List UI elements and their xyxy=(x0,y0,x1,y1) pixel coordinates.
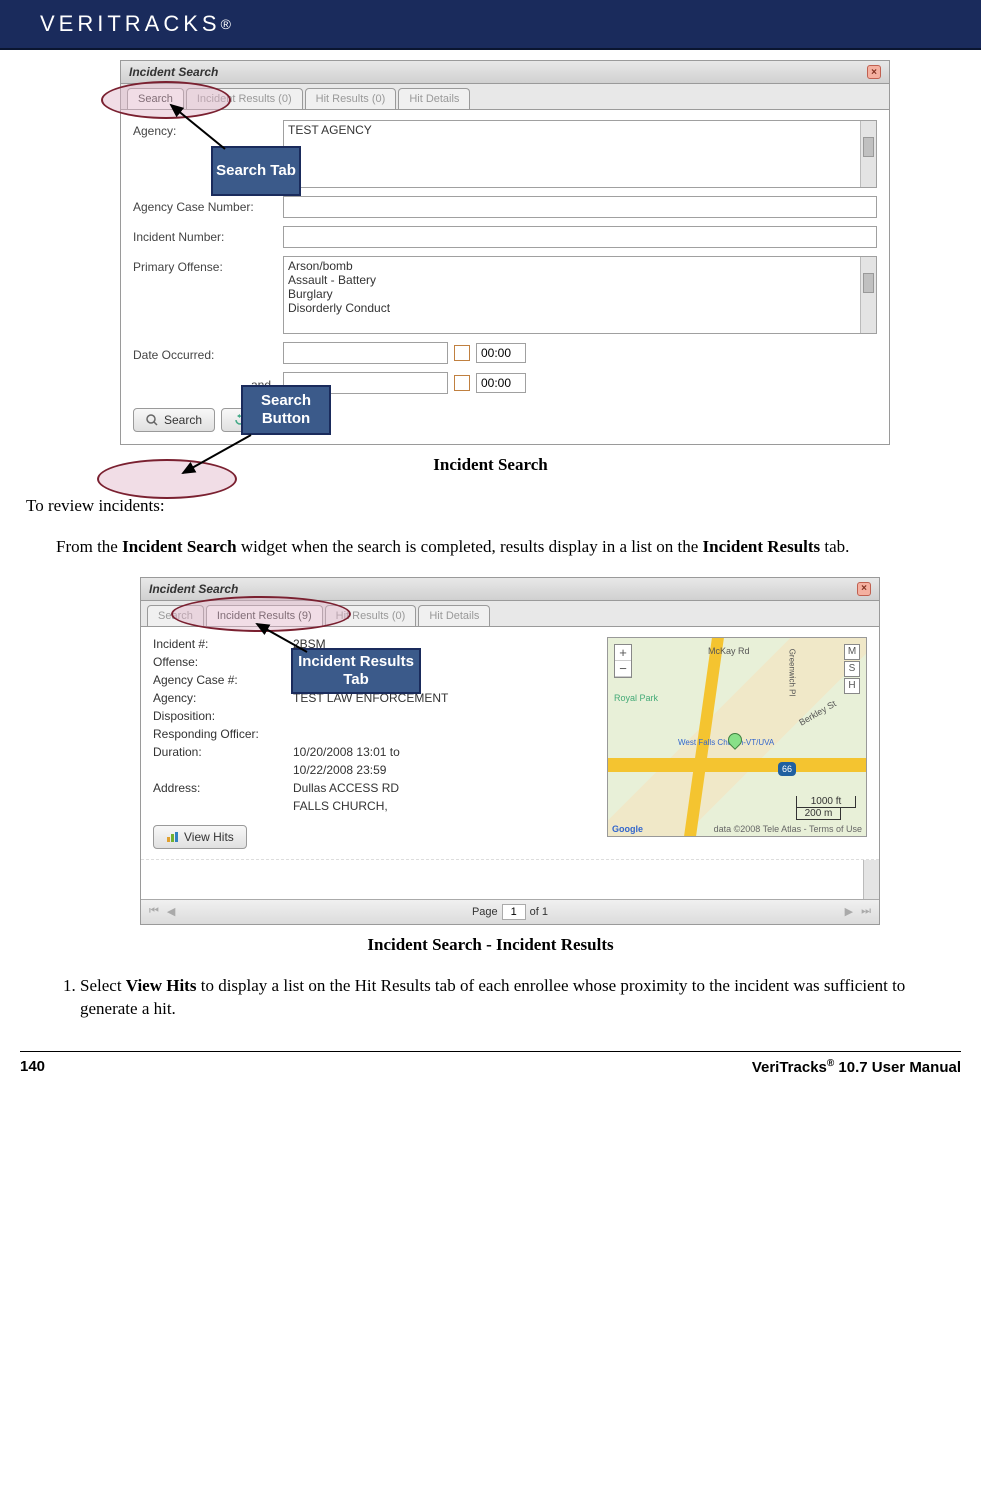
map-label: McKay Rd xyxy=(708,646,750,656)
page-footer: 140 VeriTracks® 10.7 User Manual xyxy=(20,1051,961,1076)
agency-listbox[interactable]: TEST AGENCY xyxy=(283,120,877,188)
caption-incident-results: Incident Search - Incident Results xyxy=(20,935,961,955)
map-zoom-controls[interactable]: + − xyxy=(614,644,632,678)
scrollbar[interactable] xyxy=(860,257,876,333)
search-button[interactable]: Search xyxy=(133,408,215,432)
address-value1: Dullas ACCESS RD xyxy=(293,781,595,795)
close-icon[interactable]: × xyxy=(867,65,881,79)
tab-hit-details[interactable]: Hit Details xyxy=(398,88,470,109)
incident-search-widget: Search Tab Search Button Incident Search… xyxy=(120,60,890,445)
steps-list: Select View Hits to display a list on th… xyxy=(80,975,961,1021)
results-spacer xyxy=(141,859,879,899)
map-label: Royal Park xyxy=(614,693,658,703)
brand-name: VERITRACKS xyxy=(40,11,221,37)
search-icon xyxy=(146,414,158,426)
date-occurred-label: Date Occurred: xyxy=(133,344,283,362)
page-number: 140 xyxy=(20,1058,45,1076)
view-hits-icon xyxy=(166,831,178,843)
duration-label: Duration: xyxy=(153,745,293,759)
tab-hit-results[interactable]: Hit Results (0) xyxy=(305,88,397,109)
brand-reg: ® xyxy=(221,16,231,32)
pager-prev-group: ⏮ ◀ xyxy=(149,905,175,918)
first-page-icon[interactable]: ⏮ xyxy=(149,905,159,918)
arrow-search-tab xyxy=(165,99,245,159)
arrow-search-button xyxy=(177,431,267,481)
date-from-input[interactable] xyxy=(283,342,448,364)
map-road xyxy=(608,758,866,772)
map-scale: 1000 ft 200 m xyxy=(796,796,856,820)
pager-next-group: ▶ ⏭ xyxy=(845,905,871,918)
close-icon[interactable]: × xyxy=(857,582,871,596)
page-label: Page xyxy=(472,906,498,918)
calendar-icon[interactable] xyxy=(454,345,470,361)
scrollbar[interactable] xyxy=(863,860,879,899)
manual-title: VeriTracks® 10.7 User Manual xyxy=(752,1058,961,1076)
calendar-icon[interactable] xyxy=(454,375,470,391)
zoom-in-icon[interactable]: + xyxy=(615,645,631,661)
disposition-value xyxy=(293,709,595,723)
primary-offense-label: Primary Offense: xyxy=(133,256,283,274)
next-page-icon[interactable]: ▶ xyxy=(845,905,853,918)
map-view[interactable]: + − M S H Royal Park McKay Rd West Falls… xyxy=(607,637,867,837)
officer-label: Responding Officer: xyxy=(153,727,293,741)
time-to-input[interactable] xyxy=(476,373,526,393)
duration-value1: 10/20/2008 13:01 to xyxy=(293,745,595,759)
page-of-label: of 1 xyxy=(530,906,548,918)
widget-title-text: Incident Search xyxy=(149,582,238,596)
step-1: Select View Hits to display a list on th… xyxy=(80,975,961,1021)
agency-label: Agency: xyxy=(153,691,293,705)
address-value2: FALLS CHURCH, xyxy=(293,799,595,813)
prev-page-icon[interactable]: ◀ xyxy=(167,905,175,918)
route-marker: 66 xyxy=(778,762,796,776)
tab-hit-details[interactable]: Hit Details xyxy=(418,605,490,626)
address-label: Address: xyxy=(153,781,293,795)
incident-results-widget: Incident Results Tab Incident Search × S… xyxy=(140,577,880,925)
officer-value xyxy=(293,727,595,741)
zoom-out-icon[interactable]: − xyxy=(615,661,631,677)
scrollbar[interactable] xyxy=(860,121,876,187)
case-label: Agency Case #: xyxy=(153,673,293,687)
arrow-incident-results-tab xyxy=(251,620,321,660)
map-label: West Falls Church-VT/UVA xyxy=(678,738,774,747)
case-number-input[interactable] xyxy=(283,196,877,218)
primary-offense-listbox[interactable]: Arson/bomb Assault - Battery Burglary Di… xyxy=(283,256,877,334)
results-panel: Incident #: 2BSM Offense: Operat Agency … xyxy=(141,627,879,859)
incident-number-label: Incident Number: xyxy=(133,226,283,244)
review-description: From the Incident Search widget when the… xyxy=(56,536,961,559)
last-page-icon[interactable]: ⏭ xyxy=(861,905,871,918)
incident-number-input[interactable] xyxy=(283,226,877,248)
time-from-input[interactable] xyxy=(476,343,526,363)
disposition-label: Disposition: xyxy=(153,709,293,723)
pager-bar: ⏮ ◀ Page of 1 ▶ ⏭ xyxy=(141,899,879,924)
map-label: Berkley St xyxy=(797,698,838,727)
widget-title-bar: Incident Search × xyxy=(121,61,889,84)
callout-search-button: Search Button xyxy=(241,385,331,435)
view-hits-button[interactable]: View Hits xyxy=(153,825,247,849)
widget-title-text: Incident Search xyxy=(129,65,218,79)
case-number-label: Agency Case Number: xyxy=(133,196,283,214)
page-input[interactable] xyxy=(502,904,526,920)
map-type-controls[interactable]: M S H xyxy=(844,644,860,695)
brand-header: VERITRACKS® xyxy=(0,0,981,50)
map-road xyxy=(684,638,724,836)
duration-value2: 10/22/2008 23:59 xyxy=(293,763,595,777)
map-label: Greenwich Pl xyxy=(788,649,797,697)
map-attribution: Google data ©2008 Tele Atlas - Terms of … xyxy=(612,824,862,834)
